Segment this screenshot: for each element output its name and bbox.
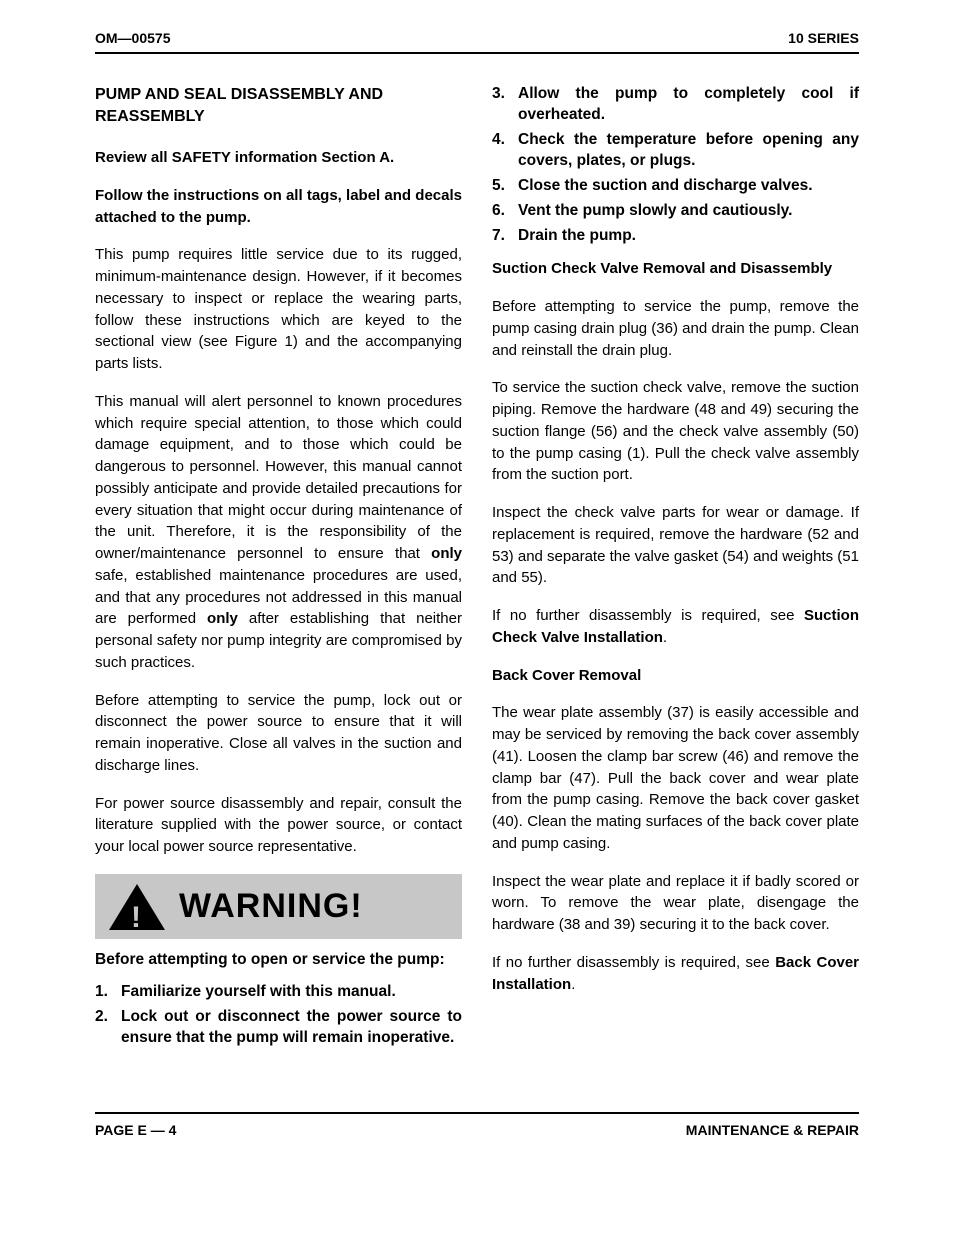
warn-item-1: 1.Familiarize yourself with this manual. (121, 982, 462, 1003)
left-column: PUMP AND SEAL DISASSEMBLY AND REASSEMBLY… (95, 84, 462, 1052)
intro-para-2: This manual will alert personnel to know… (95, 391, 462, 674)
section-title: PUMP AND SEAL DISASSEMBLY AND REASSEMBLY (95, 84, 462, 127)
warn-item-7: 7.Drain the pump. (518, 226, 859, 247)
suction-p1: Before attempting to service the pump, r… (492, 296, 859, 361)
suction-p3: Inspect the check valve parts for wear o… (492, 502, 859, 589)
intro-para-4: For power source disassembly and repair,… (95, 793, 462, 858)
suction-p4: If no further disassembly is required, s… (492, 605, 859, 649)
footer-page: PAGE E — 4 (95, 1122, 176, 1138)
page-footer: PAGE E — 4 MAINTENANCE & REPAIR (95, 1112, 859, 1138)
warning-intro: Before attempting to open or service the… (95, 949, 462, 971)
warn-item-4: 4.Check the temperature before opening a… (518, 130, 859, 172)
subhead-backcover: Back Cover Removal (492, 665, 859, 687)
warn-item-3: 3.Allow the pump to completely cool if o… (518, 84, 859, 126)
warning-banner: WARNING! (95, 874, 462, 939)
footer-section: MAINTENANCE & REPAIR (686, 1122, 859, 1138)
backcover-p1: The wear plate assembly (37) is easily a… (492, 702, 859, 854)
right-column: 3.Allow the pump to completely cool if o… (492, 84, 859, 1052)
header-series: 10 SERIES (788, 30, 859, 46)
warn-item-5: 5.Close the suction and discharge valves… (518, 176, 859, 197)
safety-review: Review all SAFETY information Section A. (95, 147, 462, 169)
content-columns: PUMP AND SEAL DISASSEMBLY AND REASSEMBLY… (95, 84, 859, 1052)
warn-item-2: 2.Lock out or disconnect the power sourc… (121, 1007, 462, 1049)
intro-para-1: This pump requires little service due to… (95, 244, 462, 375)
intro-para-3: Before attempting to service the pump, l… (95, 690, 462, 777)
suction-p2: To service the suction check valve, remo… (492, 377, 859, 486)
header-doc-id: OM—00575 (95, 30, 170, 46)
warning-list-left: 1.Familiarize yourself with this manual.… (95, 982, 462, 1049)
backcover-p2: Inspect the wear plate and replace it if… (492, 871, 859, 936)
warning-list-right: 3.Allow the pump to completely cool if o… (492, 84, 859, 246)
follow-instructions: Follow the instructions on all tags, lab… (95, 185, 462, 229)
backcover-p3: If no further disassembly is required, s… (492, 952, 859, 996)
page-header: OM—00575 10 SERIES (95, 30, 859, 54)
warning-triangle-icon (109, 884, 165, 930)
warn-item-6: 6.Vent the pump slowly and cautiously. (518, 201, 859, 222)
subhead-suction: Suction Check Valve Removal and Disassem… (492, 258, 859, 280)
warning-label: WARNING! (179, 882, 363, 931)
